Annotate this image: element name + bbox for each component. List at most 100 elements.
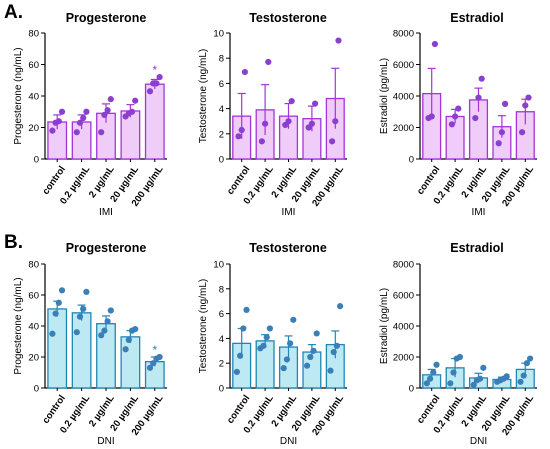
data-point [233, 368, 240, 375]
data-point [495, 140, 502, 147]
data-point [265, 58, 272, 66]
data-point [525, 94, 532, 101]
data-point [470, 381, 477, 388]
data-point [73, 329, 80, 336]
data-point [76, 313, 84, 320]
x-axis-label: IMI [99, 207, 113, 218]
y-tick-label: 4 [219, 334, 224, 345]
panel-label-a: A. [4, 2, 23, 23]
y-tick-label: 6000 [393, 60, 414, 71]
x-axis-label: DNI [97, 436, 114, 447]
data-point [307, 353, 314, 361]
data-point [280, 365, 287, 372]
y-tick-label: 6 [219, 79, 224, 90]
data-point [73, 129, 80, 136]
y-tick-label: 2000 [393, 123, 414, 134]
data-point [448, 121, 455, 128]
y-tick-label: 40 [28, 322, 39, 333]
data-point [235, 133, 242, 140]
data-point [132, 326, 139, 333]
bar [47, 308, 68, 389]
data-point [243, 306, 250, 313]
y-tick-label: 0 [34, 155, 39, 166]
data-point [241, 68, 248, 76]
data-point [156, 353, 163, 361]
data-point [49, 127, 56, 134]
y-axis-label: Estradiol (pg/mL) [379, 58, 390, 134]
data-point [128, 108, 136, 115]
x-axis-label: DNI [470, 436, 487, 447]
data-point [285, 118, 292, 125]
significance-marker: * [152, 343, 157, 357]
y-tick-label: 0 [409, 384, 414, 395]
data-point [146, 88, 154, 95]
bar [120, 336, 141, 389]
chart-title: Progesterone [66, 11, 147, 25]
data-point [150, 360, 157, 367]
x-axis-label: DNI [280, 436, 297, 447]
data-point [107, 307, 114, 314]
data-point [520, 372, 527, 379]
bar [144, 83, 165, 160]
data-point [156, 74, 163, 81]
data-point [522, 102, 529, 109]
y-tick-label: 0 [219, 384, 224, 395]
y-tick-label: 0 [409, 155, 414, 166]
y-tick-label: 6 [219, 309, 224, 320]
data-point [304, 362, 311, 369]
chart-title: Estradiol [450, 241, 504, 255]
y-tick-label: 4000 [393, 92, 414, 103]
data-point [49, 330, 56, 337]
data-point [431, 40, 438, 48]
data-point [107, 96, 114, 103]
data-point [452, 113, 459, 120]
data-point [98, 332, 105, 339]
y-tick-label: 8000 [393, 260, 414, 271]
data-point [52, 310, 59, 317]
bar [71, 312, 92, 389]
data-point [101, 111, 108, 118]
y-axis-label: Testosterone (ng/mL) [198, 49, 209, 144]
data-point [480, 364, 487, 371]
y-tick-label: 60 [28, 291, 39, 302]
data-point [83, 108, 90, 115]
data-point [98, 129, 105, 136]
data-point [262, 120, 269, 127]
data-point [312, 100, 319, 107]
y-axis-label: Progesterone (ng/mL) [13, 47, 24, 144]
y-tick-label: 20 [28, 123, 39, 134]
data-point [122, 346, 129, 353]
y-tick-label: 40 [28, 92, 39, 103]
y-tick-label: 0 [219, 155, 224, 166]
data-point [240, 325, 247, 332]
y-tick-label: 0 [34, 384, 39, 395]
data-point [104, 107, 111, 114]
y-tick-label: 2 [219, 359, 224, 370]
y-axis-label: Testosterone (ng/mL) [198, 279, 209, 374]
data-point [58, 108, 66, 115]
data-point [83, 288, 90, 295]
data-point [498, 129, 505, 136]
y-tick-label: 20 [28, 353, 39, 364]
chart-title: Testosterone [249, 241, 327, 255]
data-point [456, 353, 463, 361]
data-point [472, 114, 479, 122]
chart-title: Progesterone [66, 241, 147, 255]
y-tick-label: 80 [28, 29, 39, 40]
data-point [76, 119, 84, 126]
x-axis-label: IMI [472, 207, 486, 218]
data-point [333, 342, 340, 349]
data-point [55, 299, 62, 306]
data-point [266, 325, 273, 332]
data-point [80, 305, 87, 313]
data-point [423, 380, 430, 387]
data-point [125, 336, 132, 344]
data-point [260, 342, 267, 349]
data-point [503, 373, 510, 380]
data-point [290, 316, 297, 323]
data-point [430, 369, 437, 376]
y-tick-label: 2000 [393, 353, 414, 364]
data-point [335, 37, 342, 44]
data-point [153, 80, 160, 87]
